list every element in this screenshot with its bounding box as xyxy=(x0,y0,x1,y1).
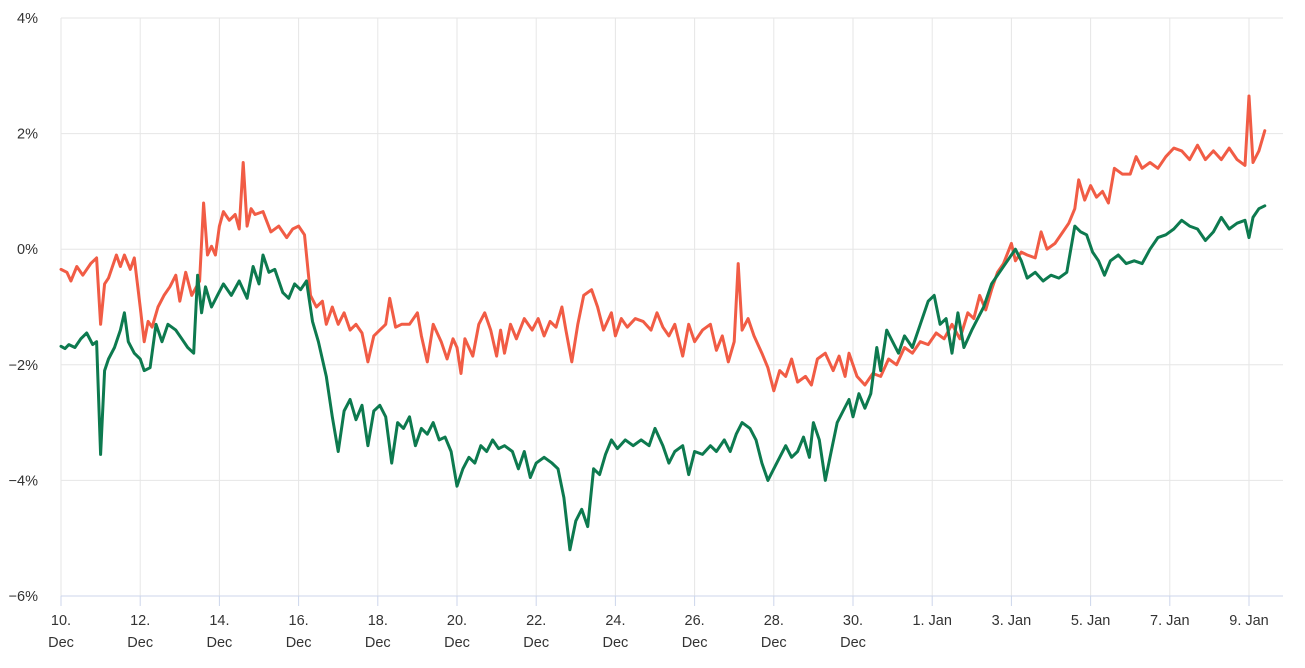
horizontal-gridlines xyxy=(61,17,1283,597)
x-tick-label: 7. Jan xyxy=(1150,613,1190,629)
x-tick-label: 12. xyxy=(130,613,150,629)
x-tick-label: 22. xyxy=(526,613,546,629)
y-tick-label: 0% xyxy=(17,242,38,258)
x-tick-label: 26. xyxy=(685,613,705,629)
x-tick-label-month: Dec xyxy=(523,635,549,651)
x-tick-label: 5. Jan xyxy=(1071,613,1111,629)
series-line-1 xyxy=(59,94,1267,393)
y-tick-label: 2% xyxy=(17,127,38,143)
x-tick-label-month: Dec xyxy=(682,635,708,651)
x-tick-label-month: Dec xyxy=(365,635,391,651)
y-tick-label: 4% xyxy=(17,11,38,27)
y-axis-tick-labels: 4% 2% 0% −2% −4% −6% xyxy=(9,11,39,605)
y-tick-label: −4% xyxy=(9,473,39,489)
x-tick-label: 28. xyxy=(764,613,784,629)
x-tick-label: 3. Jan xyxy=(992,613,1032,629)
x-tick-label-month: Dec xyxy=(840,635,866,651)
x-tick-label: 18. xyxy=(368,613,388,629)
x-tick-label: 30. xyxy=(843,613,863,629)
x-axis-tick-marks xyxy=(60,596,1250,606)
x-tick-label-month: Dec xyxy=(127,635,153,651)
x-tick-label: 24. xyxy=(605,613,625,629)
x-tick-label: 10. xyxy=(51,613,71,629)
x-tick-label-month: Dec xyxy=(207,635,233,651)
series-lines xyxy=(59,94,1267,552)
vertical-gridlines xyxy=(60,18,1250,596)
y-tick-label: −2% xyxy=(9,358,39,374)
x-tick-label-month: Dec xyxy=(286,635,312,651)
x-axis-tick-labels: 10. Dec 12. Dec 14. Dec 16. Dec 18. Dec 20. Dec 22. D… xyxy=(48,613,1269,651)
x-tick-label: 20. xyxy=(447,613,467,629)
x-tick-label-month: Dec xyxy=(444,635,470,651)
x-tick-label-month: Dec xyxy=(48,635,74,651)
x-tick-label: 14. xyxy=(209,613,229,629)
series-line-2 xyxy=(59,204,1267,552)
x-tick-label-month: Dec xyxy=(761,635,787,651)
x-tick-label-month: Dec xyxy=(603,635,629,651)
x-tick-label: 1. Jan xyxy=(912,613,952,629)
x-tick-label: 16. xyxy=(289,613,309,629)
x-tick-label: 9. Jan xyxy=(1229,613,1269,629)
y-tick-label: −6% xyxy=(9,589,39,605)
